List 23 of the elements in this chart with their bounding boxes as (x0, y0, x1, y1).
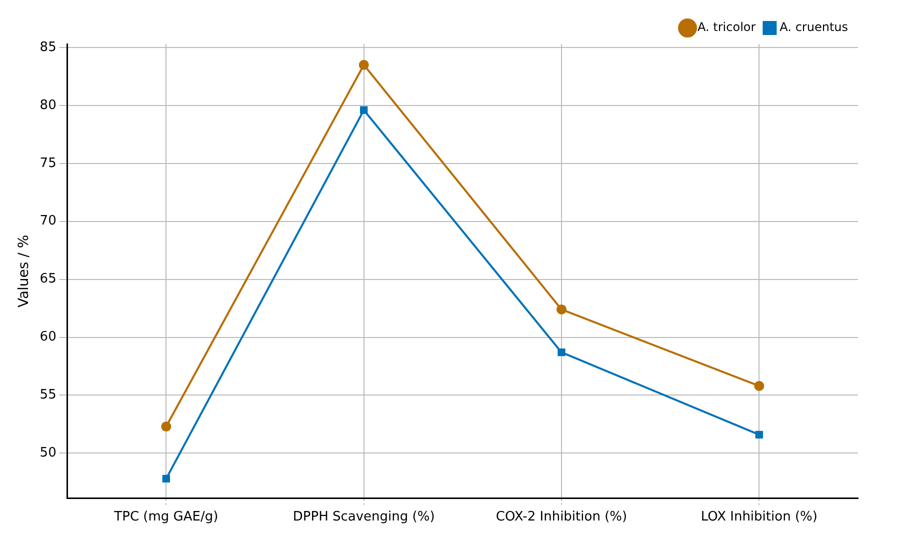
legend-label: A. cruentus (780, 20, 848, 34)
y-tick-label: 75 (40, 156, 56, 171)
y-tick-label: 60 (40, 330, 56, 345)
point (754, 380, 764, 391)
point (755, 430, 763, 438)
y-axis-title: Values / % (16, 234, 32, 308)
legend-label: A. tricolor (698, 20, 756, 34)
y-tick-label: 70 (40, 214, 56, 229)
x-tick-label: LOX Inhibition (%) (700, 510, 818, 525)
x-tick-label: TPC (mg GAE/g) (113, 510, 218, 525)
y-tick-label: 50 (40, 446, 56, 461)
y-tick-label: 85 (40, 40, 56, 55)
point (358, 60, 369, 70)
point (161, 422, 172, 432)
point (558, 348, 566, 356)
y-tick-label: 80 (40, 98, 56, 113)
x-tick-label: DPPH Scavenging (%) (292, 510, 435, 525)
point (360, 106, 368, 114)
point (162, 474, 170, 483)
point (556, 304, 567, 314)
x-tick-label: COX-2 Inhibition (%) (496, 510, 628, 525)
y-tick-label: 65 (40, 272, 56, 287)
y-tick-label: 55 (40, 388, 56, 403)
